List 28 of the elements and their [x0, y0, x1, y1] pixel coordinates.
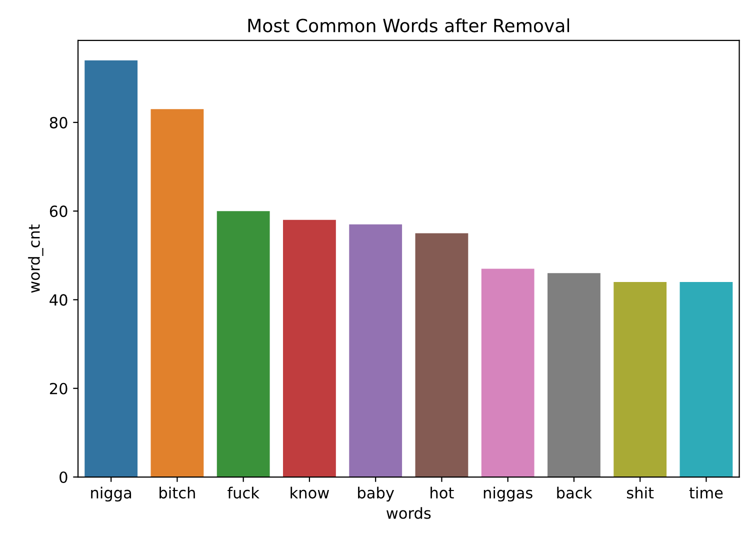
bar	[349, 224, 402, 478]
x-tick-label: baby	[358, 486, 394, 502]
y-tick-label: 80	[50, 116, 68, 128]
y-tick-label: 20	[50, 382, 68, 394]
y-axis-title: word_cnt	[28, 224, 44, 293]
bar	[283, 220, 336, 478]
y-tick-label: 60	[50, 206, 68, 218]
chart-title: Most Common Words after Removal	[248, 18, 570, 32]
x-tick-label: know	[290, 486, 330, 499]
bar	[84, 60, 138, 478]
bar	[680, 282, 733, 478]
x-tick-label: fuck	[228, 486, 260, 499]
bar	[415, 233, 468, 478]
bar	[481, 268, 534, 478]
x-tick-label: back	[557, 486, 592, 499]
x-tick-label: time	[689, 486, 723, 499]
x-axis-title: words	[386, 507, 431, 519]
x-tick-label: nigga	[91, 486, 132, 502]
x-tick-label: bitch	[160, 486, 195, 499]
y-tick-label: 40	[50, 294, 68, 306]
x-tick-label: hot	[430, 486, 454, 499]
bar	[150, 109, 204, 478]
bar	[216, 211, 270, 478]
y-tick-label: 0	[60, 471, 68, 484]
bar	[548, 273, 600, 478]
x-tick-label: niggas	[484, 486, 532, 502]
bar	[614, 282, 667, 478]
x-tick-label: shit	[626, 486, 654, 499]
